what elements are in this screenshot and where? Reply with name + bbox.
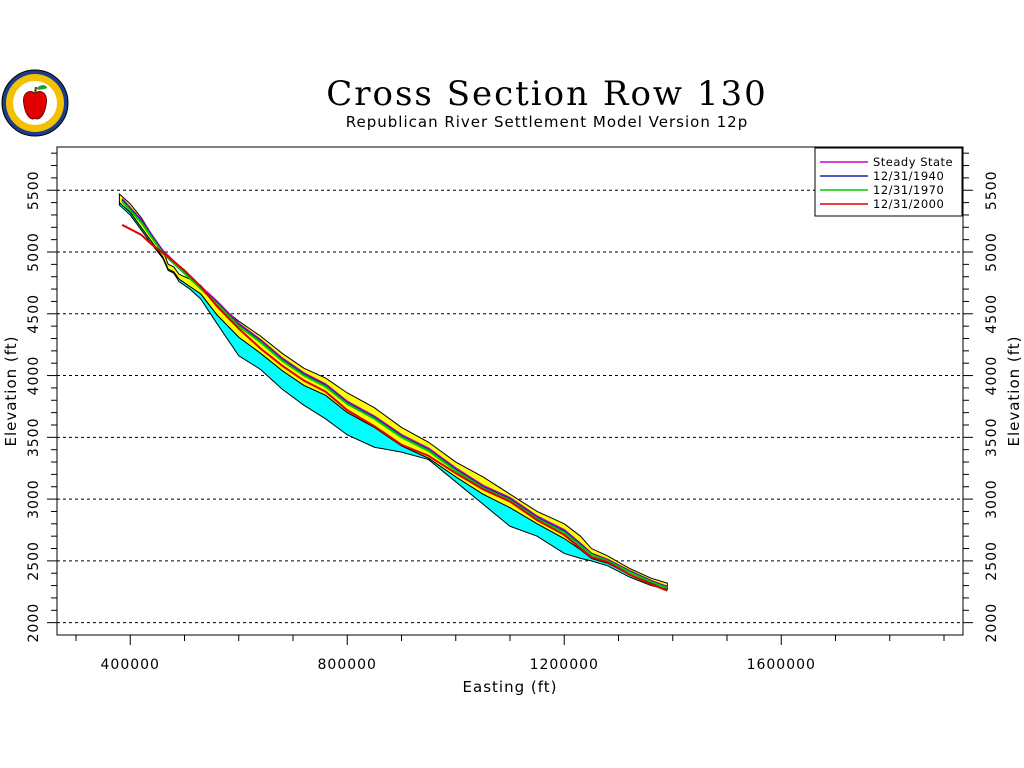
upper-layer-band <box>118 192 668 589</box>
plot-area <box>56 146 964 636</box>
chart-title: Cross Section Row 130 <box>326 74 767 114</box>
y-tick-label-left-4000: 4000 <box>26 356 42 396</box>
gridlines <box>57 189 963 624</box>
y-tick-label-left-4500: 4500 <box>26 294 42 334</box>
legend: Steady State12/31/194012/31/197012/31/20… <box>814 147 963 217</box>
y-tick-label-left-3500: 3500 <box>26 418 42 458</box>
y-tick-label-left-5000: 5000 <box>26 232 42 272</box>
legend-label-1: Steady State <box>873 155 953 169</box>
y-tick-label-right-3500: 3500 <box>984 418 1000 458</box>
axis-ticks: 400000 800000 1200000 1600000 2000 2000 2500 25… <box>26 152 1000 673</box>
y-tick-label-right-2500: 2500 <box>984 541 1000 581</box>
y-axis-label-right: Elevation (ft) <box>1005 335 1023 446</box>
y-tick-label-right-4500: 4500 <box>984 294 1000 334</box>
x-tick-label-1600000: 1600000 <box>747 657 816 673</box>
x-axis-label: Easting (ft) <box>463 678 558 696</box>
y-tick-label-right-4000: 4000 <box>984 356 1000 396</box>
series-line-2 <box>121 199 668 589</box>
lower-layer-band <box>118 201 668 590</box>
head-series <box>121 198 668 592</box>
legend-label-3: 12/31/1970 <box>873 183 944 197</box>
y-tick-label-right-3000: 3000 <box>984 479 1000 519</box>
y-tick-label-left-2500: 2500 <box>26 541 42 581</box>
y-tick-label-right-2000: 2000 <box>984 603 1000 643</box>
x-tick-label-1200000: 1200000 <box>530 657 599 673</box>
y-axis-label-left: Elevation (ft) <box>2 335 20 446</box>
x-tick-label-400000: 400000 <box>101 657 160 673</box>
chart-subtitle: Republican River Settlement Model Versio… <box>346 113 748 131</box>
y-tick-label-left-2000: 2000 <box>26 603 42 643</box>
y-tick-label-left-5500: 5500 <box>26 170 42 210</box>
series-line-1 <box>121 198 668 588</box>
agency-seal-logo <box>1 69 69 137</box>
series-line-4 <box>121 223 668 592</box>
aquifer-layers <box>118 192 668 590</box>
y-tick-label-left-3000: 3000 <box>26 479 42 519</box>
y-tick-label-right-5000: 5000 <box>984 232 1000 272</box>
x-tick-label-800000: 800000 <box>318 657 377 673</box>
legend-label-4: 12/31/2000 <box>873 197 944 211</box>
legend-label-2: 12/31/1940 <box>873 169 944 183</box>
series-line-3 <box>121 200 668 589</box>
y-tick-label-right-5500: 5500 <box>984 170 1000 210</box>
